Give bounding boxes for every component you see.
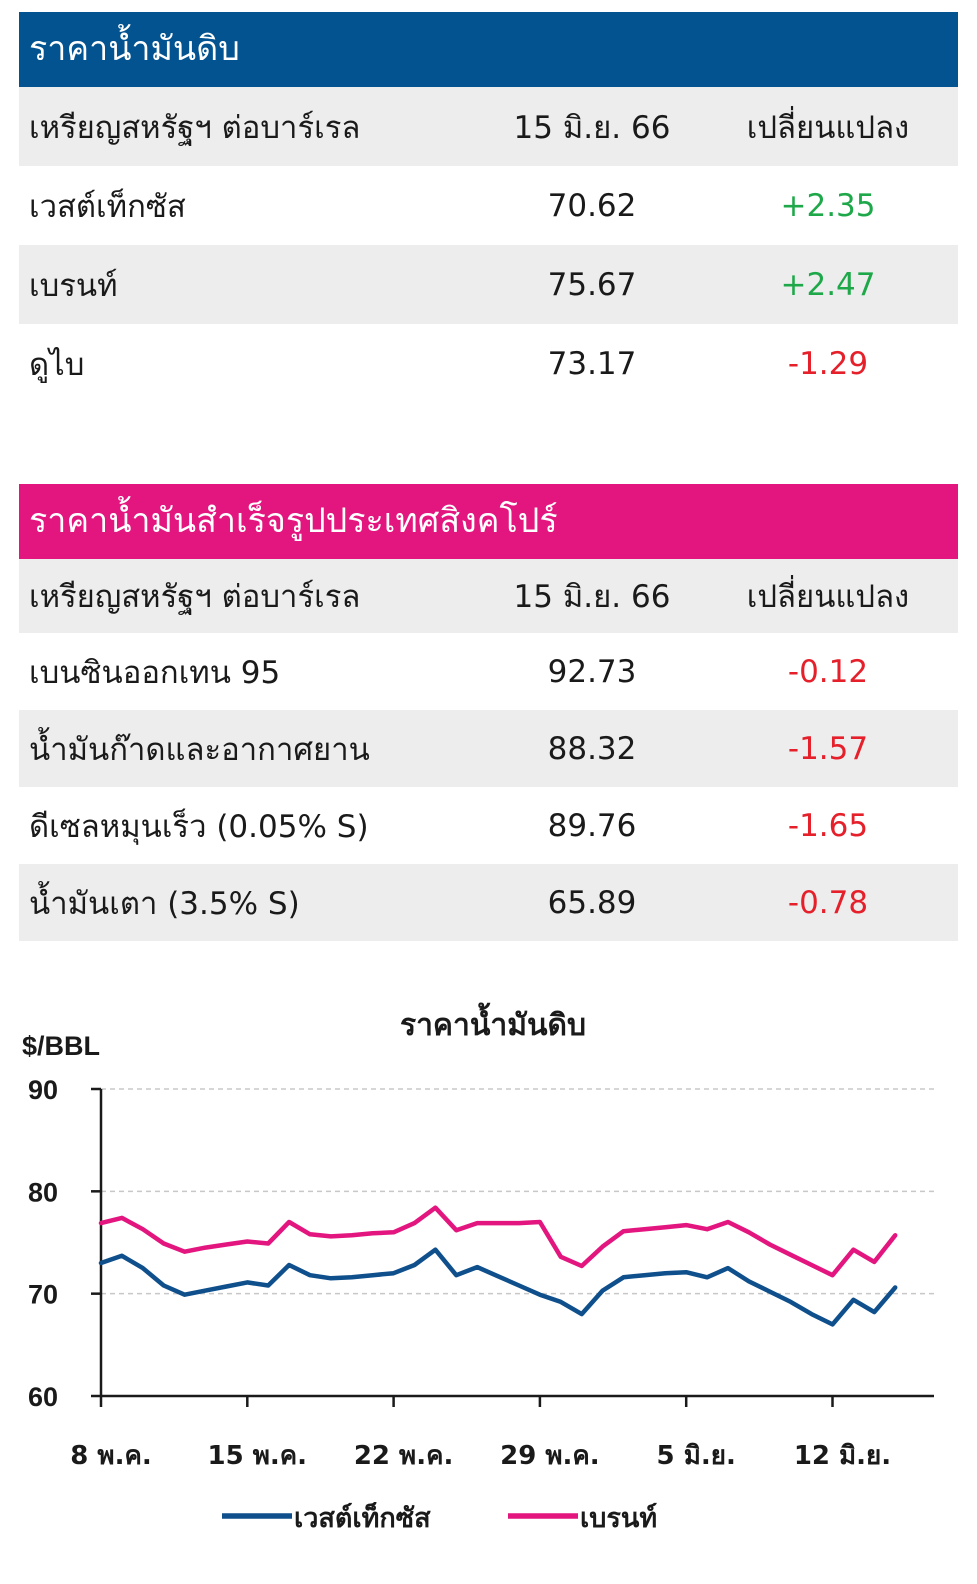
row-name: เบนซินออกเทน 95 — [29, 654, 281, 691]
row-price: 88.32 — [547, 730, 637, 767]
row-price: 75.67 — [547, 266, 637, 303]
row-change: -0.78 — [787, 884, 869, 921]
header-date: 15 มิ.ย. 66 — [513, 579, 671, 615]
row-price: 70.62 — [547, 187, 637, 224]
refined-oil-table-title: ราคาน้ำมันสำเร็จรูปประเทศสิงคโปร์ — [19, 484, 958, 559]
row-name: เบรนท์ — [29, 267, 118, 304]
header-change: เปลี่ยนแปลง — [746, 579, 910, 615]
row-change: +2.47 — [780, 266, 876, 303]
x-tick-label: 12 มิ.ย. — [794, 1441, 891, 1471]
table-row: น้ำมันเตา (3.5% S) 65.89 -0.78 — [19, 864, 958, 941]
row-change: +2.35 — [780, 187, 876, 224]
x-tick-label: 22 พ.ค. — [354, 1441, 454, 1471]
refined-oil-table-header: เหรียญสหรัฐฯ ต่อบาร์เรล 15 มิ.ย. 66 เปลี… — [19, 559, 958, 633]
crude-oil-table: ราคาน้ำมันดิบ เหรียญสหรัฐฯ ต่อบาร์เรล 15… — [19, 12, 958, 403]
header-unit: เหรียญสหรัฐฯ ต่อบาร์เรล — [29, 109, 361, 146]
table-row: น้ำมันก๊าดและอากาศยาน 88.32 -1.57 — [19, 710, 958, 787]
row-price: 89.76 — [547, 807, 637, 844]
series-line-wti — [98, 1247, 898, 1327]
legend-label: เบรนท์ — [580, 1502, 657, 1534]
row-price: 92.73 — [547, 653, 637, 690]
header-unit: เหรียญสหรัฐฯ ต่อบาร์เรล — [29, 579, 361, 615]
row-name: เวสต์เท็กซัส — [29, 188, 186, 225]
y-tick-label: 90 — [28, 1075, 58, 1105]
y-tick-label: 80 — [28, 1177, 58, 1207]
x-tick-label: 5 มิ.ย. — [657, 1441, 736, 1471]
row-change: -1.29 — [787, 345, 869, 382]
y-axis-unit-label: $/BBL — [22, 1031, 100, 1061]
x-tick-label: 15 พ.ค. — [208, 1441, 308, 1471]
row-price: 73.17 — [547, 345, 637, 382]
row-name: น้ำมันเตา (3.5% S) — [29, 885, 300, 922]
refined-oil-table: ราคาน้ำมันสำเร็จรูปประเทศสิงคโปร์ เหรียญ… — [19, 484, 958, 941]
crude-oil-table-header: เหรียญสหรัฐฯ ต่อบาร์เรล 15 มิ.ย. 66 เปลี… — [19, 87, 958, 166]
header-date: 15 มิ.ย. 66 — [513, 109, 671, 146]
row-price: 65.89 — [547, 884, 637, 921]
row-change: -0.12 — [787, 653, 869, 690]
table-row: เวสต์เท็กซัส 70.62 +2.35 — [19, 166, 958, 245]
series-line-brent — [98, 1205, 898, 1278]
crude-oil-price-chart: ราคาน้ำมันดิบ $/BBL 60 70 80 90 8 พ.ค. 15 พ.ค… — [22, 1002, 934, 1534]
x-tick-label: 8 พ.ค. — [70, 1441, 151, 1471]
chart-title: ราคาน้ำมันดิบ — [400, 1002, 586, 1043]
legend-label: เวสต์เท็กซัส — [294, 1500, 431, 1534]
x-tick-label: 29 พ.ค. — [500, 1441, 600, 1471]
y-tick-label: 70 — [28, 1280, 58, 1310]
row-name: ดีเซลหมุนเร็ว (0.05% S) — [29, 808, 369, 845]
table-row: เบนซินออกเทน 95 92.73 -0.12 — [19, 633, 958, 710]
header-change: เปลี่ยนแปลง — [746, 109, 910, 146]
y-tick-label: 60 — [28, 1382, 58, 1412]
row-change: -1.65 — [787, 807, 869, 844]
table-row: เบรนท์ 75.67 +2.47 — [19, 245, 958, 324]
table-row: ดูไบ 73.17 -1.29 — [19, 324, 958, 403]
table-row: ดีเซลหมุนเร็ว (0.05% S) 89.76 -1.65 — [19, 787, 958, 864]
crude-oil-table-title: ราคาน้ำมันดิบ — [19, 12, 958, 87]
row-change: -1.57 — [787, 730, 869, 767]
row-name: ดูไบ — [29, 346, 85, 383]
row-name: น้ำมันก๊าดและอากาศยาน — [29, 731, 370, 768]
